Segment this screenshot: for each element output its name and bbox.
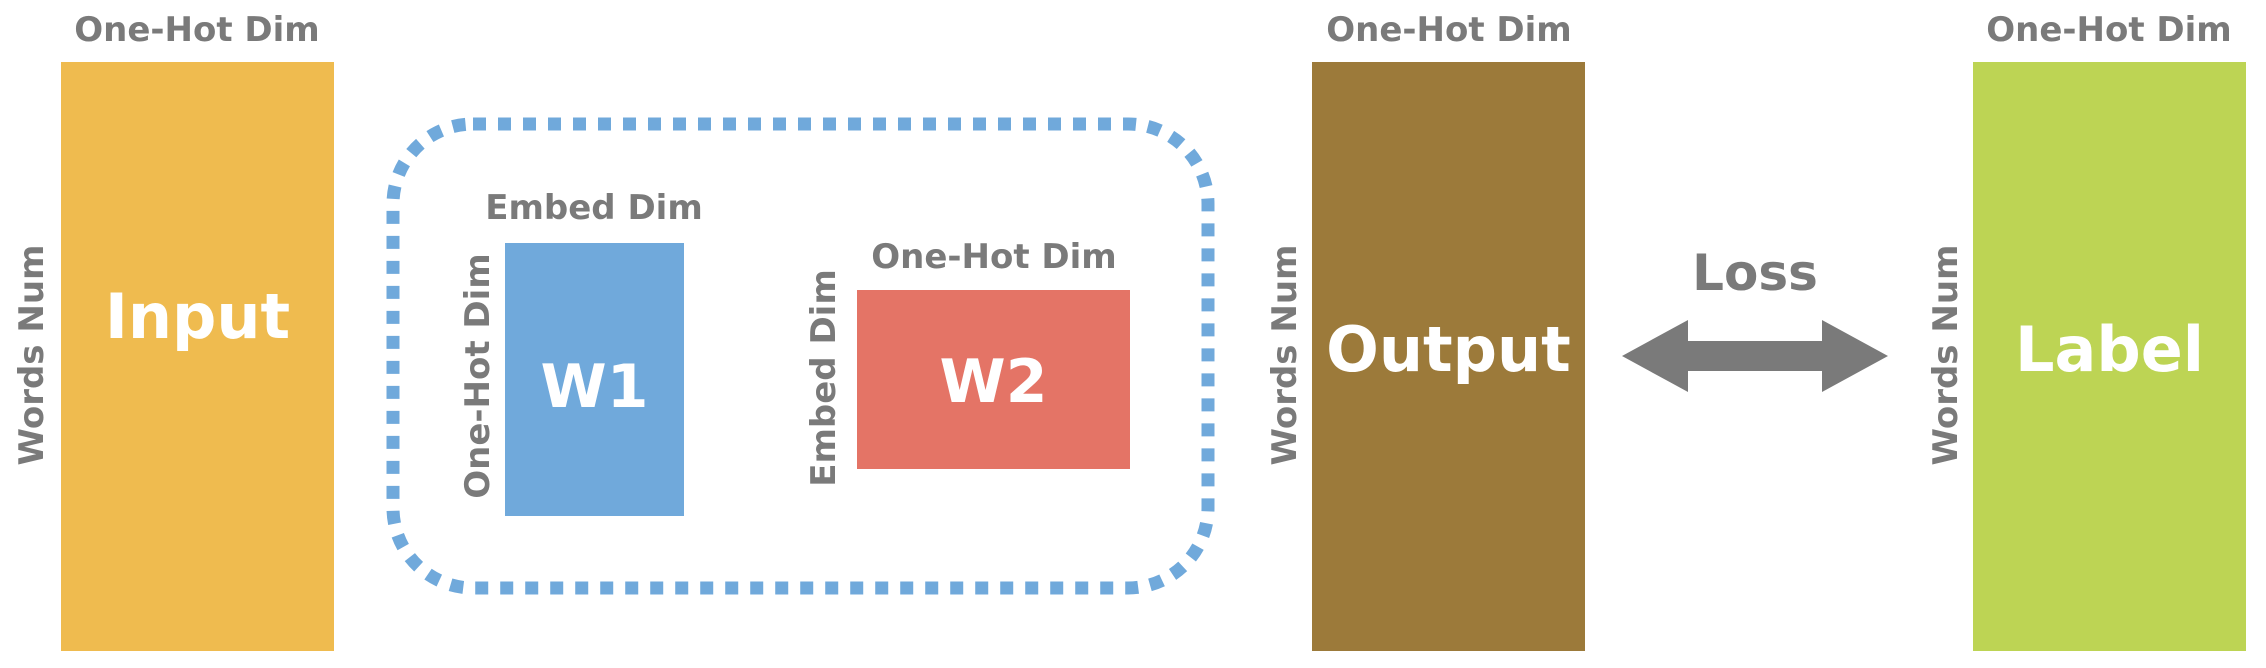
output-title: Output <box>1326 312 1571 386</box>
model-container-border <box>386 117 1215 595</box>
w1-title: W1 <box>540 351 649 422</box>
input-block: Input <box>61 62 334 651</box>
label-block: Label <box>1973 62 2246 651</box>
input-top-label: One-Hot Dim <box>74 10 320 50</box>
w1-side-label: One-Hot Dim <box>458 253 498 499</box>
w2-block: W2 <box>857 290 1130 469</box>
loss-label: Loss <box>1692 244 1818 302</box>
w2-title: W2 <box>939 346 1048 417</box>
label-side-label: Words Num <box>1926 244 1966 466</box>
input-side-label: Words Num <box>12 244 52 466</box>
input-title: Input <box>104 279 291 353</box>
output-block: Output <box>1312 62 1585 651</box>
label-top-label: One-Hot Dim <box>1986 10 2232 50</box>
w1-top-label: Embed Dim <box>485 188 703 228</box>
w2-top-label: One-Hot Dim <box>871 237 1117 277</box>
w2-side-label: Embed Dim <box>804 269 844 487</box>
output-top-label: One-Hot Dim <box>1326 10 1572 50</box>
label-title: Label <box>2014 312 2205 386</box>
output-side-label: Words Num <box>1265 244 1305 466</box>
w1-block: W1 <box>505 243 684 516</box>
loss-double-arrow <box>1622 320 1888 392</box>
